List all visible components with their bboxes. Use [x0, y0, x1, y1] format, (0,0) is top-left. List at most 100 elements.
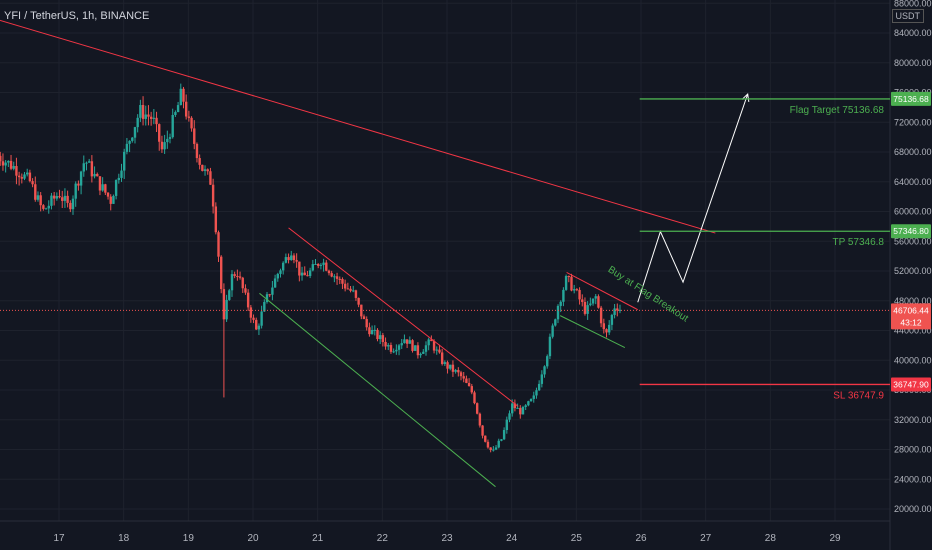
candle-body — [575, 289, 579, 291]
candle-body — [529, 398, 533, 402]
candle-body — [346, 288, 350, 290]
candle-body — [378, 335, 382, 340]
y-tick-label: 64000.00 — [894, 177, 932, 187]
candle-body — [368, 327, 371, 335]
candle-body — [117, 177, 121, 181]
candle-body — [87, 161, 91, 163]
level-price-tag — [891, 91, 931, 106]
y-tick-label: 84000.00 — [894, 28, 932, 38]
level-price-tag-text: 75136.68 — [893, 94, 929, 104]
candle-body — [594, 296, 597, 299]
candle-body — [440, 352, 444, 364]
candle-body — [384, 341, 387, 347]
candle-body — [492, 449, 495, 451]
candle-body — [370, 330, 374, 335]
candle-body — [532, 395, 535, 399]
y-tick-label: 52000.00 — [894, 266, 932, 276]
candle-body — [66, 195, 69, 203]
candle-body — [152, 117, 156, 119]
candle-body — [39, 195, 42, 206]
candle-body — [392, 351, 395, 353]
candle-body — [246, 292, 250, 308]
candle-body — [106, 192, 110, 197]
candle-body — [44, 208, 48, 210]
candle-body — [233, 274, 236, 276]
y-tick-label: 48000.00 — [894, 296, 932, 306]
candle-body — [36, 195, 40, 200]
candle-body — [166, 138, 169, 143]
candle-body — [133, 127, 137, 138]
candle-body — [190, 117, 193, 129]
x-tick-label: 21 — [312, 533, 324, 544]
candle-body — [572, 289, 576, 291]
candle-body — [438, 349, 441, 353]
candle-body — [446, 362, 449, 369]
candle-body — [338, 278, 341, 280]
candle-body — [459, 372, 463, 377]
candle-body — [403, 339, 406, 344]
candle-body — [343, 283, 347, 289]
level-price-tag-text: 57346.80 — [893, 226, 929, 236]
candle-body — [535, 390, 538, 396]
candle-body — [387, 345, 390, 347]
candle-body — [1, 161, 5, 166]
candle-body — [71, 198, 75, 210]
candle-body — [311, 264, 315, 271]
candle-body — [610, 314, 614, 325]
candle-body — [171, 114, 174, 138]
candle-body — [484, 435, 487, 442]
candle-body — [265, 294, 269, 303]
candle-body — [7, 160, 10, 163]
y-tick-label: 88000.00 — [894, 0, 932, 8]
candle-body — [149, 116, 153, 119]
symbol-title: YFI / TetherUS, 1h, BINANCE — [4, 10, 150, 22]
candle-body — [284, 257, 288, 263]
candle-body — [389, 345, 393, 352]
candle-body — [427, 339, 430, 346]
candle-body — [327, 270, 331, 274]
x-tick-label: 24 — [506, 533, 518, 544]
candle-body — [42, 205, 45, 209]
candle-body — [424, 345, 428, 352]
candle-body — [486, 441, 490, 448]
candle-body — [63, 195, 67, 201]
y-tick-label: 20000.00 — [894, 504, 932, 514]
candle-body — [454, 370, 457, 372]
candle-body — [457, 370, 460, 373]
candle-body — [430, 339, 433, 342]
candle-body — [556, 305, 560, 320]
candle-body — [198, 158, 201, 165]
candle-body — [354, 290, 358, 298]
candle-body — [352, 290, 355, 292]
candle-body — [0, 155, 2, 162]
candle-body — [419, 353, 422, 356]
candle-body — [581, 299, 584, 302]
candle-body — [228, 290, 231, 300]
candle-body — [511, 403, 514, 414]
candle-body — [451, 364, 455, 372]
y-tick-label: 80000.00 — [894, 58, 932, 68]
candle-body — [546, 356, 549, 367]
candle-body — [295, 260, 298, 262]
candle-body — [160, 141, 164, 150]
trendline-flag-lower — [559, 315, 626, 349]
y-tick-label: 32000.00 — [894, 415, 932, 425]
candle-body — [397, 345, 401, 350]
candle-body — [195, 143, 199, 159]
y-tick-label: 28000.00 — [894, 445, 932, 455]
candle-body — [131, 137, 134, 141]
candle-body — [120, 170, 123, 178]
candle-body — [381, 335, 385, 342]
currency-label[interactable]: USDT — [891, 9, 924, 23]
candle-body — [416, 345, 420, 356]
candle-body — [317, 263, 320, 266]
candle-body — [443, 362, 447, 364]
x-tick-label: 18 — [118, 533, 130, 544]
candle-body — [26, 172, 29, 175]
x-tick-label: 22 — [377, 533, 389, 544]
candle-body — [114, 180, 118, 196]
candle-body — [325, 262, 328, 271]
y-tick-label: 68000.00 — [894, 147, 932, 157]
